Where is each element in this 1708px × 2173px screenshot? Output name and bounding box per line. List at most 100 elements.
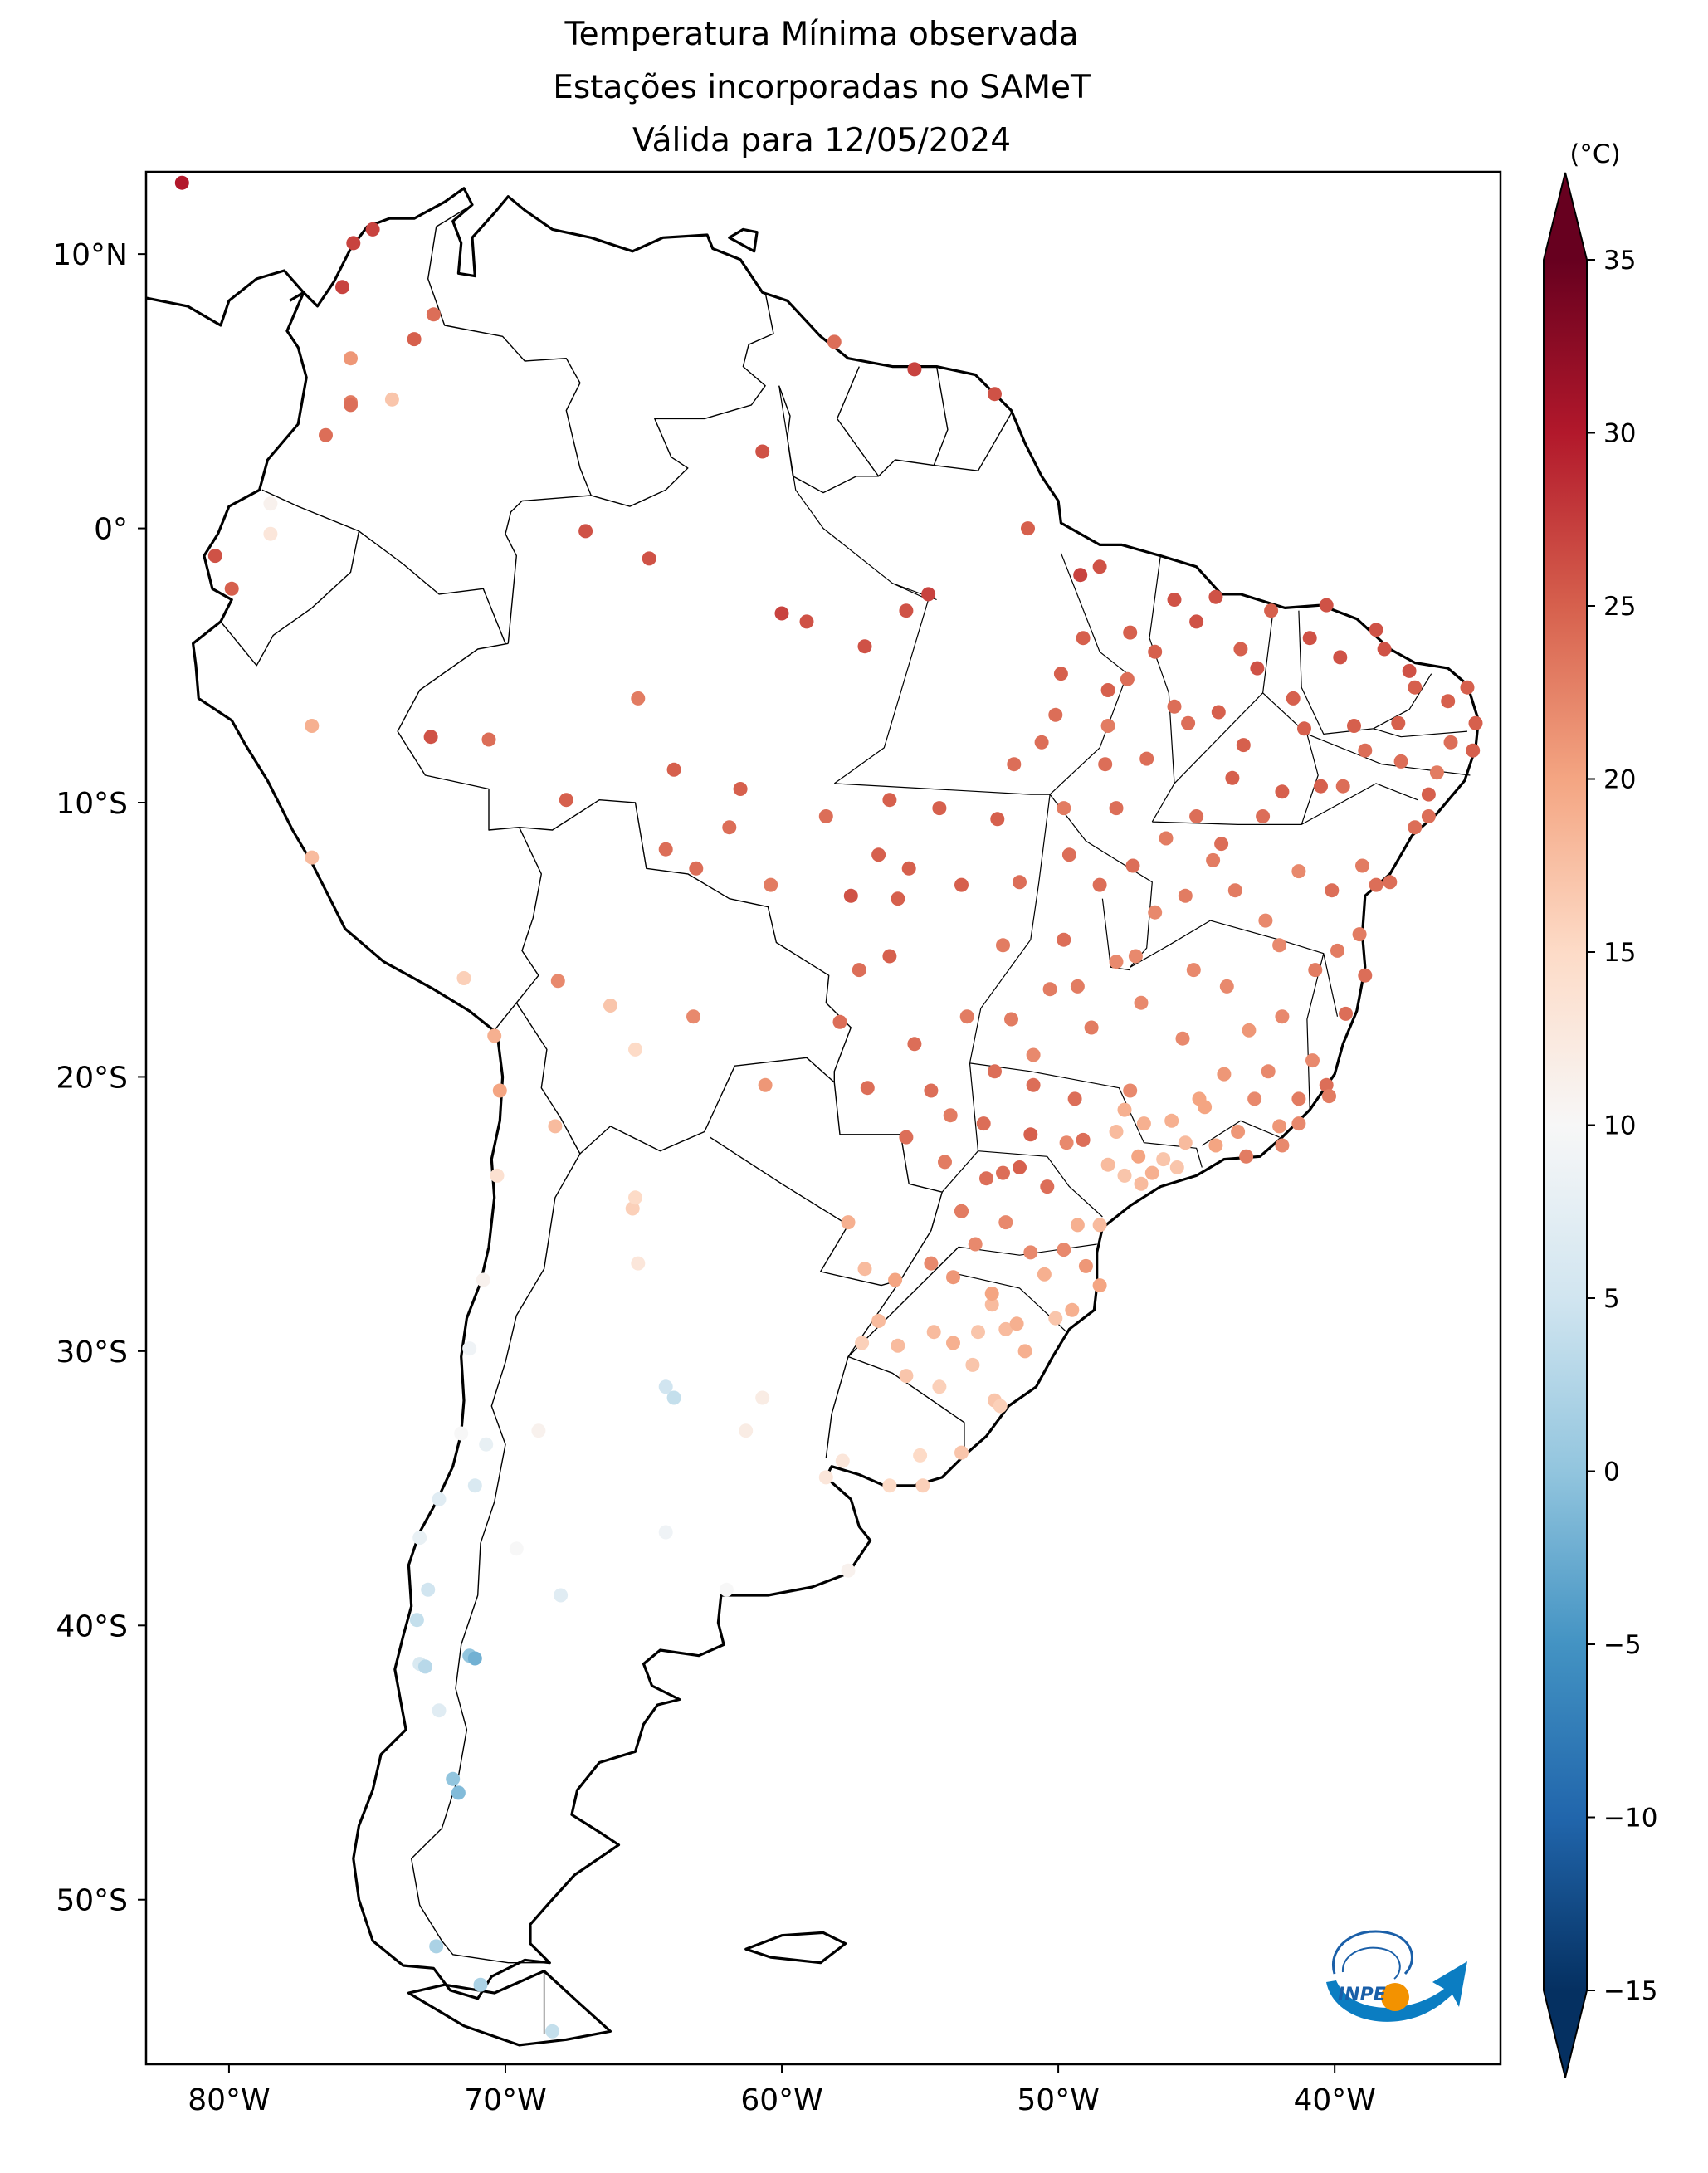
station-point	[559, 793, 573, 808]
station-point	[492, 1083, 507, 1098]
station-point	[1369, 623, 1383, 637]
station-point	[1214, 837, 1229, 852]
station-point	[625, 1201, 640, 1216]
station-point	[1308, 963, 1323, 978]
station-point	[968, 1237, 983, 1252]
colorbar: 35 30 25 20 15 10 5 0 −5 −10 −15 (°C)	[1543, 139, 1657, 2078]
y-tick-label: 20°S	[56, 1061, 128, 1095]
station-point	[954, 1445, 969, 1460]
station-point	[490, 1168, 505, 1183]
station-point	[1468, 715, 1483, 730]
station-point	[305, 719, 320, 733]
station-point	[871, 847, 886, 862]
station-point	[1408, 680, 1423, 695]
colorbar-upper-extension	[1544, 173, 1587, 260]
y-axis-ticks: 10°N 0° 10°S 20°S 30°S 40°S 50°S	[52, 238, 146, 1918]
station-point	[1109, 1125, 1124, 1139]
station-point	[1159, 831, 1174, 846]
station-point	[1275, 1009, 1290, 1024]
station-point	[1429, 765, 1444, 780]
station-point	[628, 1190, 642, 1205]
station-point	[426, 307, 441, 322]
station-point	[1092, 559, 1107, 574]
station-point	[1134, 995, 1149, 1010]
station-point	[467, 1478, 482, 1493]
station-point	[888, 1272, 903, 1287]
station-point	[462, 1341, 477, 1356]
station-point	[1383, 875, 1398, 890]
station-point	[841, 1563, 856, 1578]
station-point	[1206, 852, 1221, 867]
station-point	[1291, 864, 1306, 879]
station-point	[719, 1582, 734, 1597]
colorbar-tick-label: 20	[1603, 765, 1636, 795]
station-point	[1189, 614, 1204, 629]
colorbar-tick-label: −10	[1603, 1804, 1657, 1834]
station-point	[857, 1262, 872, 1277]
station-point	[988, 1064, 1002, 1079]
station-point	[871, 1314, 886, 1328]
station-point	[1117, 1102, 1132, 1117]
station-point	[1208, 1138, 1223, 1153]
station-point	[1358, 743, 1373, 758]
station-point	[1286, 691, 1301, 706]
station-point	[1369, 877, 1383, 892]
station-point	[1275, 784, 1290, 799]
station-point	[932, 801, 947, 816]
country-borders	[220, 204, 1013, 2034]
station-point	[996, 938, 1010, 953]
station-point	[843, 888, 858, 903]
colorbar-tick-label: 35	[1603, 246, 1636, 276]
station-point	[319, 427, 333, 442]
x-axis-ticks: 80°W 70°W 60°W 50°W 40°W	[188, 2064, 1376, 2117]
station-point	[1048, 1311, 1063, 1326]
station-point	[174, 175, 189, 190]
station-point	[1421, 809, 1436, 823]
colorbar-tick-label: −15	[1603, 1976, 1657, 2006]
y-tick-label: 30°S	[56, 1336, 128, 1370]
station-point	[755, 1390, 770, 1405]
central-america-coastline	[146, 269, 305, 327]
y-tick-label: 0°	[94, 513, 128, 547]
station-point	[1272, 938, 1287, 953]
colorbar-tick-label: 5	[1603, 1284, 1620, 1314]
station-point	[938, 1155, 952, 1170]
station-point	[913, 1448, 928, 1463]
station-point	[454, 1426, 469, 1441]
station-point	[384, 392, 399, 407]
station-point	[1339, 1006, 1353, 1021]
station-point	[432, 1492, 447, 1506]
station-point	[882, 1478, 897, 1493]
station-point	[1134, 1176, 1149, 1191]
colorbar-tick-label: 15	[1603, 938, 1636, 968]
station-point	[1178, 1135, 1193, 1150]
station-point	[1009, 1316, 1024, 1331]
station-point	[481, 732, 496, 747]
station-point	[855, 1336, 870, 1350]
station-point	[545, 2024, 560, 2039]
station-point	[1053, 667, 1068, 681]
station-point	[827, 334, 842, 349]
station-point	[346, 236, 361, 251]
station-point	[1441, 694, 1456, 709]
station-point	[852, 963, 866, 978]
station-point	[998, 1215, 1013, 1230]
station-point	[1013, 875, 1027, 890]
station-point	[417, 1659, 432, 1674]
x-tick-label: 80°W	[188, 2083, 270, 2117]
station-point	[954, 877, 969, 892]
station-point	[476, 1272, 490, 1287]
station-point	[446, 1771, 461, 1786]
station-point	[1325, 883, 1340, 898]
station-point	[1117, 1168, 1132, 1183]
station-point	[1131, 1149, 1146, 1164]
station-point	[1231, 1125, 1246, 1139]
station-point	[1225, 770, 1240, 785]
station-point	[1211, 705, 1226, 720]
station-point	[1092, 1278, 1107, 1293]
station-point	[1460, 680, 1475, 695]
station-point	[224, 581, 239, 596]
station-point	[758, 1077, 773, 1092]
station-point	[686, 1009, 700, 1024]
